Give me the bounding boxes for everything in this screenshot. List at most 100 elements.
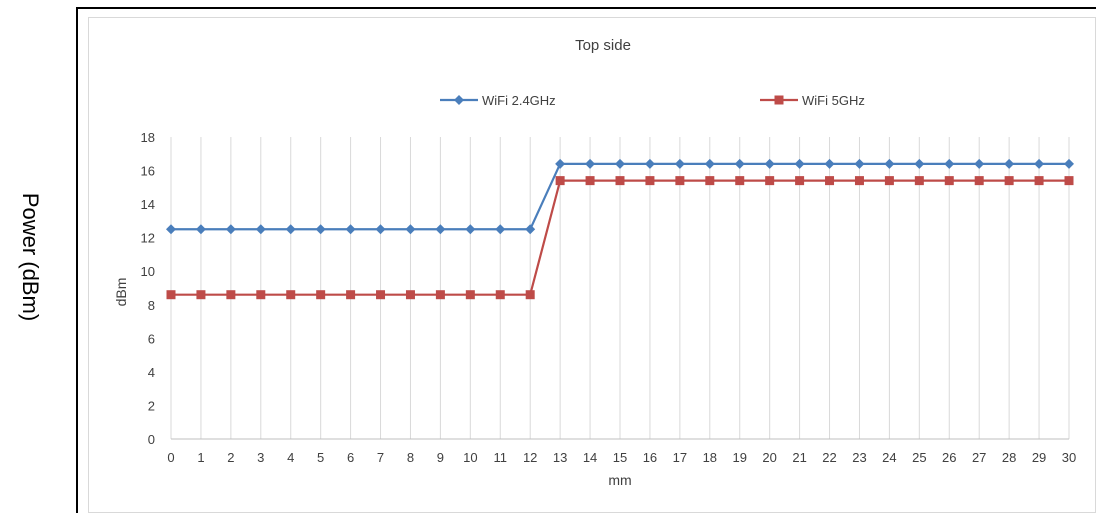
point-s0-7 bbox=[375, 224, 386, 235]
point-s1-12 bbox=[525, 290, 535, 300]
y-tick-label-2: 4 bbox=[148, 365, 155, 380]
point-s0-29 bbox=[1034, 158, 1045, 169]
series-1 bbox=[166, 176, 1074, 300]
legend: WiFi 2.4GHz WiFi 5GHz bbox=[440, 93, 865, 108]
x-tick-label-20: 20 bbox=[762, 450, 776, 465]
x-tick-label-3: 3 bbox=[257, 450, 264, 465]
point-s0-8 bbox=[405, 224, 416, 235]
x-tick-label-30: 30 bbox=[1062, 450, 1076, 465]
point-s1-9 bbox=[435, 290, 445, 300]
x-tick-label-13: 13 bbox=[553, 450, 567, 465]
x-tick-label-29: 29 bbox=[1032, 450, 1046, 465]
point-s1-25 bbox=[914, 176, 924, 186]
point-s0-1 bbox=[195, 224, 206, 235]
y-tick-label-0: 0 bbox=[148, 432, 155, 447]
point-s0-13 bbox=[555, 158, 566, 169]
point-s1-21 bbox=[795, 176, 805, 186]
x-tick-label-12: 12 bbox=[523, 450, 537, 465]
chart-title: Top side bbox=[575, 37, 631, 54]
point-s0-4 bbox=[285, 224, 296, 235]
point-s0-3 bbox=[255, 224, 266, 235]
x-tick-label-23: 23 bbox=[852, 450, 866, 465]
point-s1-0 bbox=[166, 290, 176, 300]
point-s1-16 bbox=[645, 176, 655, 186]
series-0 bbox=[166, 158, 1074, 235]
point-s0-17 bbox=[674, 158, 685, 169]
x-tick-label-10: 10 bbox=[463, 450, 477, 465]
y-tick-label-5: 10 bbox=[141, 264, 155, 279]
point-s0-18 bbox=[704, 158, 715, 169]
point-s0-20 bbox=[764, 158, 775, 169]
point-s1-26 bbox=[944, 176, 954, 186]
x-tick-label-25: 25 bbox=[912, 450, 926, 465]
point-s1-14 bbox=[585, 176, 595, 186]
x-tick-label-28: 28 bbox=[1002, 450, 1016, 465]
x-tick-label-21: 21 bbox=[792, 450, 806, 465]
point-s0-27 bbox=[974, 158, 985, 169]
point-s1-4 bbox=[286, 290, 296, 300]
point-s0-30 bbox=[1064, 158, 1074, 169]
point-s1-6 bbox=[346, 290, 356, 300]
point-s1-17 bbox=[675, 176, 685, 186]
point-s0-15 bbox=[615, 158, 625, 169]
point-s1-19 bbox=[735, 176, 745, 186]
point-s0-26 bbox=[944, 158, 955, 169]
legend-label-1: WiFi 5GHz bbox=[802, 93, 865, 108]
point-s1-13 bbox=[555, 176, 565, 186]
point-s0-23 bbox=[854, 158, 865, 169]
x-tick-label-16: 16 bbox=[643, 450, 657, 465]
x-tick-label-6: 6 bbox=[347, 450, 354, 465]
x-tick-label-27: 27 bbox=[972, 450, 986, 465]
x-tick-label-19: 19 bbox=[732, 450, 746, 465]
x-tick-label-15: 15 bbox=[613, 450, 627, 465]
point-s0-19 bbox=[734, 158, 745, 169]
point-s1-18 bbox=[705, 176, 715, 186]
x-tick-label-11: 11 bbox=[494, 450, 508, 465]
point-s1-2 bbox=[226, 290, 236, 300]
point-s0-25 bbox=[914, 158, 925, 169]
y-axis-ticks: 0 2 4 6 8 10 12 14 16 18 bbox=[141, 130, 155, 447]
point-s0-22 bbox=[824, 158, 835, 169]
point-s0-12 bbox=[525, 224, 536, 235]
x-tick-label-1: 1 bbox=[197, 450, 204, 465]
point-s1-1 bbox=[196, 290, 206, 300]
x-axis-ticks: 0 1 2 3 4 5 6 7 8 9 10 11 12 13 14 15 16 17 18 19 20 21 22 23 24… bbox=[167, 450, 1076, 465]
legend-entry-1: WiFi 5GHz bbox=[760, 93, 865, 108]
point-s1-24 bbox=[884, 176, 894, 186]
figure-frame bbox=[76, 7, 1096, 513]
y-tick-label-4: 8 bbox=[148, 298, 155, 313]
x-tick-label-8: 8 bbox=[407, 450, 414, 465]
point-s0-10 bbox=[465, 224, 476, 235]
y-tick-label-3: 6 bbox=[148, 331, 155, 346]
point-s0-16 bbox=[644, 158, 655, 169]
x-tick-label-2: 2 bbox=[227, 450, 234, 465]
point-s0-6 bbox=[345, 224, 356, 235]
point-s1-27 bbox=[974, 176, 984, 186]
y-tick-label-7: 14 bbox=[141, 197, 155, 212]
y-axis-label: dBm bbox=[113, 278, 129, 307]
point-s1-7 bbox=[376, 290, 386, 300]
y-tick-label-1: 2 bbox=[148, 398, 155, 413]
point-s0-9 bbox=[435, 224, 446, 235]
point-s0-24 bbox=[884, 158, 895, 169]
x-tick-label-7: 7 bbox=[377, 450, 384, 465]
point-s0-11 bbox=[495, 224, 506, 235]
x-tick-label-4: 4 bbox=[287, 450, 294, 465]
point-s0-21 bbox=[794, 158, 805, 169]
point-s1-30 bbox=[1064, 176, 1074, 186]
point-s1-29 bbox=[1034, 176, 1044, 186]
x-tick-label-9: 9 bbox=[437, 450, 444, 465]
x-tick-label-22: 22 bbox=[822, 450, 836, 465]
x-tick-label-0: 0 bbox=[167, 450, 174, 465]
point-s1-15 bbox=[615, 176, 625, 186]
point-s0-2 bbox=[225, 224, 236, 235]
point-s0-14 bbox=[585, 158, 596, 169]
legend-label-0: WiFi 2.4GHz bbox=[482, 93, 556, 108]
x-tick-label-26: 26 bbox=[942, 450, 956, 465]
x-tick-label-18: 18 bbox=[703, 450, 717, 465]
legend-marker-0 bbox=[454, 95, 464, 105]
point-s0-28 bbox=[1004, 158, 1015, 169]
point-s1-8 bbox=[405, 290, 415, 300]
legend-marker-1 bbox=[774, 95, 784, 105]
